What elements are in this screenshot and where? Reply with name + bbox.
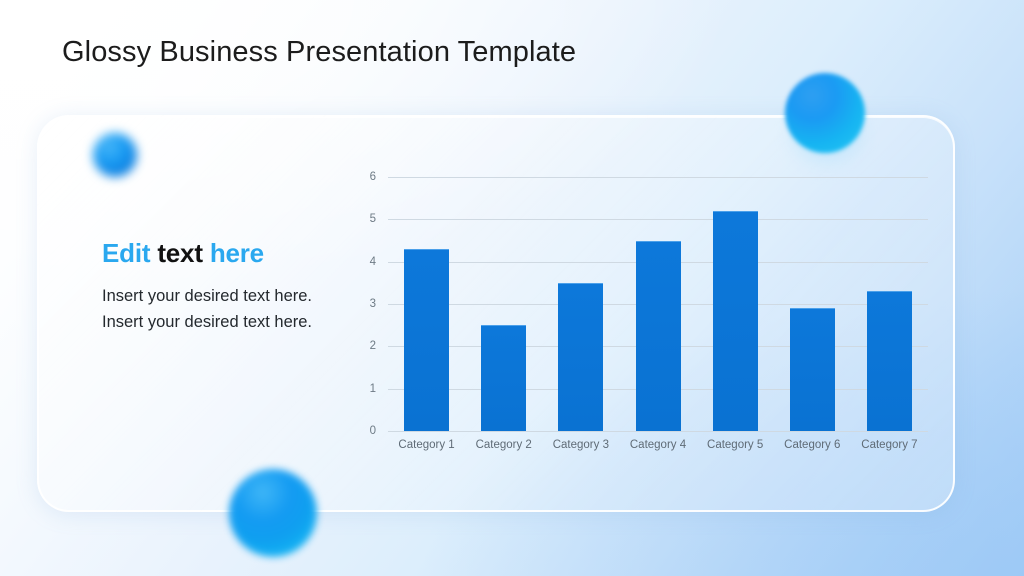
chart-gridline <box>388 431 928 432</box>
edit-text-heading: Edit text here <box>102 238 342 269</box>
x-axis-tick-label: Category 3 <box>552 439 609 451</box>
blue-sphere-top-icon <box>785 73 865 153</box>
y-axis-tick-label: 5 <box>369 213 376 226</box>
x-axis-tick-label: Category 5 <box>707 439 764 451</box>
chart-bar[interactable] <box>789 308 835 431</box>
chart-gridline <box>388 219 928 221</box>
chart-bar[interactable] <box>866 291 912 431</box>
chart-bar[interactable] <box>712 210 758 431</box>
chart-bar[interactable] <box>635 240 681 431</box>
y-axis-tick-label: 0 <box>369 425 376 437</box>
chart-bar[interactable] <box>404 248 450 431</box>
y-axis-tick-label: 4 <box>369 255 376 268</box>
x-axis-tick-label: Category 2 <box>475 439 532 451</box>
x-axis-tick-label: Category 4 <box>629 439 687 451</box>
heading-segment-edit: Edit <box>102 238 158 268</box>
body-paragraph: Insert your desired text here. Insert yo… <box>102 286 313 332</box>
chart-plot-area: 0 1 2 3 4 5 6 Category 1 Category 2 Category 3 Cat… <box>370 171 928 451</box>
y-axis-tick-label: 1 <box>369 382 376 395</box>
x-axis-tick-label: Category 1 <box>398 439 455 451</box>
y-axis-tick-label: 6 <box>369 171 376 183</box>
chart-bar[interactable] <box>558 282 604 431</box>
page-title: Glossy Business Presentation Template <box>62 36 577 68</box>
chart-bar[interactable] <box>481 325 527 431</box>
y-axis-tick-label: 3 <box>369 298 376 310</box>
heading-segment-text: text <box>157 238 210 268</box>
y-axis-tick-label: 2 <box>369 340 376 353</box>
x-axis-tick-label: Category 6 <box>784 439 841 451</box>
x-axis-tick-label: Category 7 <box>861 439 918 451</box>
heading-segment-here: here <box>209 238 264 268</box>
blue-sphere-small-icon <box>93 133 137 177</box>
text-block: Edit text here Insert your desired text … <box>102 238 342 336</box>
blue-sphere-bottom-icon <box>230 470 316 556</box>
chart-gridline <box>388 177 928 178</box>
bar-chart: 0 1 2 3 4 5 6 Category 1 Category 2 Category 3 Cat… <box>356 160 936 460</box>
